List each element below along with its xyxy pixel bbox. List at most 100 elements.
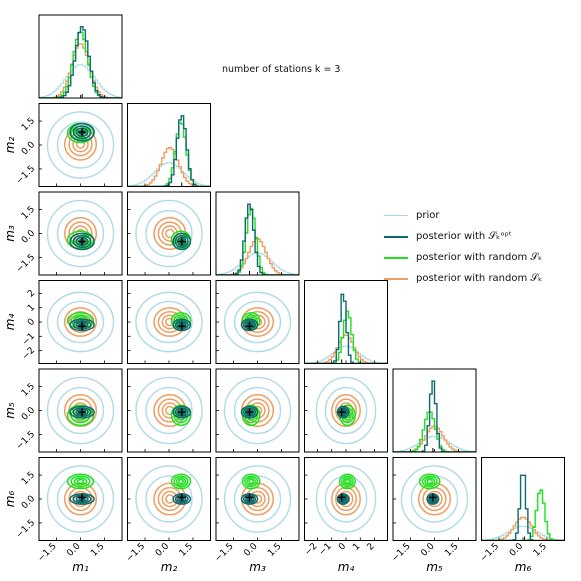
panel-m2-m2 bbox=[127, 103, 211, 187]
x-tick-label: −1.5 bbox=[479, 542, 502, 565]
panel-m3-m2 bbox=[127, 191, 211, 276]
contour-posterior-random-1-1 bbox=[244, 475, 259, 488]
marginal-posterior-random-2-m4 bbox=[304, 334, 388, 364]
x-axis-label-m4: m₄ bbox=[338, 560, 355, 574]
x-tick-label: −1.5 bbox=[390, 542, 413, 565]
contour-prior-1 bbox=[145, 386, 193, 435]
legend-item-posterior-random-2: posterior with random 𝒮ₖ bbox=[384, 268, 542, 289]
contour-prior-1 bbox=[145, 209, 193, 258]
y-tick-label: 0.0 bbox=[20, 228, 37, 245]
x-tick-label: −1 bbox=[317, 542, 333, 558]
marginal-posterior-random-1-m6 bbox=[481, 489, 565, 541]
contour-posterior-random-1-0 bbox=[241, 473, 261, 490]
legend-swatch-prior bbox=[384, 215, 408, 216]
true-value-marker bbox=[177, 237, 186, 246]
contour-prior-1 bbox=[410, 475, 459, 523]
true-value-marker bbox=[245, 408, 254, 417]
panel-content bbox=[46, 111, 115, 179]
y-tick-label: 1.5 bbox=[20, 116, 37, 133]
legend-item-prior: prior bbox=[384, 205, 542, 226]
x-tick-label: 0.0 bbox=[508, 541, 525, 558]
contour-posterior-opt-1 bbox=[72, 234, 92, 249]
contour-posterior-opt-0 bbox=[69, 405, 95, 419]
marginal-prior-m5 bbox=[393, 435, 476, 452]
contour-posterior-random-1-0 bbox=[66, 473, 95, 490]
contour-posterior-random-1-1 bbox=[421, 475, 438, 488]
panel-m5-m4 bbox=[304, 368, 388, 453]
y-axis-label-m4: m₄ bbox=[3, 314, 17, 331]
contour-posterior-random-1-2 bbox=[343, 477, 352, 486]
legend-label-posterior-random-1: posterior with random 𝒮ₖ bbox=[416, 252, 543, 263]
contour-prior-0 bbox=[400, 465, 469, 533]
y-tick-label: −1.5 bbox=[15, 518, 38, 541]
panel-m3-m1: −1.5 0.0 1.5m₃ bbox=[3, 191, 123, 276]
y-tick-label: 0 bbox=[26, 317, 37, 328]
panel-m2-m1: −1.5 0.0 1.5m₂ bbox=[3, 103, 123, 187]
panel-content bbox=[393, 380, 476, 452]
contour-posterior-random-2-0 bbox=[63, 307, 98, 337]
y-tick-label: 1.5 bbox=[20, 470, 37, 487]
contour-posterior-random-1-0 bbox=[170, 404, 192, 427]
contour-posterior-random-1-0 bbox=[66, 404, 95, 427]
panel-m6-m2: −1.5 0.0 1.5m₂ bbox=[125, 457, 211, 574]
true-value-marker bbox=[78, 322, 87, 331]
panel-frame bbox=[481, 457, 565, 541]
panel-m4-m3 bbox=[215, 280, 300, 364]
panel-content bbox=[39, 26, 122, 98]
contour-posterior-random-1-3 bbox=[426, 478, 433, 484]
x-axis-label-m5: m₅ bbox=[426, 560, 443, 574]
contour-posterior-random-1-1 bbox=[341, 475, 354, 488]
contour-prior-1 bbox=[56, 209, 105, 258]
x-axis-label-m1: m₁ bbox=[72, 560, 89, 574]
y-tick-label: 0.0 bbox=[20, 494, 37, 511]
contour-posterior-random-1-2 bbox=[246, 477, 256, 486]
x-tick-label: 1 bbox=[351, 542, 362, 553]
chart-title: number of stations k = 3 bbox=[222, 64, 341, 75]
x-tick-label: −1.5 bbox=[125, 542, 148, 565]
marginal-posterior-random-1-m5 bbox=[393, 411, 476, 452]
contour-prior-0 bbox=[46, 465, 115, 533]
x-tick-label: 0.0 bbox=[65, 541, 82, 558]
panel-content bbox=[304, 293, 388, 364]
contour-prior-1 bbox=[233, 300, 282, 344]
marginal-posterior-random-1-m2 bbox=[127, 122, 211, 187]
x-tick-label: 0.0 bbox=[242, 541, 259, 558]
contour-prior-1 bbox=[324, 386, 368, 435]
contour-posterior-opt-0 bbox=[69, 232, 95, 251]
x-tick-label: −1.5 bbox=[36, 542, 59, 565]
contour-posterior-random-2-1 bbox=[68, 486, 93, 512]
y-axis-label-m6: m₆ bbox=[3, 491, 17, 508]
contour-posterior-random-1-0 bbox=[170, 473, 192, 490]
legend-swatch-posterior-random-1 bbox=[384, 256, 408, 259]
panel-m6-m6: −1.5 0.0 1.5m₆ bbox=[479, 457, 565, 574]
contour-posterior-opt-0 bbox=[172, 232, 192, 251]
y-tick-label: −1.5 bbox=[15, 252, 38, 275]
contour-prior-0 bbox=[223, 376, 292, 445]
true-value-marker bbox=[337, 493, 346, 502]
panel-content bbox=[135, 376, 203, 445]
y-tick-label: 1.5 bbox=[20, 205, 37, 222]
contour-prior-0 bbox=[46, 291, 115, 353]
marginal-posterior-random-2-m1 bbox=[39, 43, 122, 98]
marginal-posterior-opt-m4 bbox=[304, 293, 388, 364]
contour-posterior-random-2-2 bbox=[161, 402, 179, 419]
x-tick-label: 1.5 bbox=[443, 542, 460, 559]
panel-m5-m2 bbox=[127, 368, 211, 453]
panel-content bbox=[46, 199, 115, 268]
panel-m3-m3 bbox=[215, 191, 300, 276]
true-value-marker bbox=[78, 128, 87, 137]
x-tick-label: 1.5 bbox=[178, 542, 195, 559]
legend-item-posterior-random-1: posterior with random 𝒮ₖ bbox=[384, 247, 542, 268]
contour-prior-0 bbox=[46, 376, 115, 445]
contour-prior-0 bbox=[223, 465, 292, 533]
x-tick-label: 0 bbox=[337, 541, 348, 552]
y-tick-label: −2 bbox=[21, 346, 37, 362]
contour-prior-1 bbox=[233, 386, 282, 435]
contour-prior-0 bbox=[135, 291, 203, 353]
x-axis-label-m6: m₆ bbox=[515, 560, 532, 574]
contour-prior-1 bbox=[56, 386, 105, 435]
contour-posterior-random-2-1 bbox=[335, 486, 357, 512]
y-tick-label: 0.0 bbox=[20, 405, 37, 422]
panel-frame bbox=[127, 368, 211, 453]
